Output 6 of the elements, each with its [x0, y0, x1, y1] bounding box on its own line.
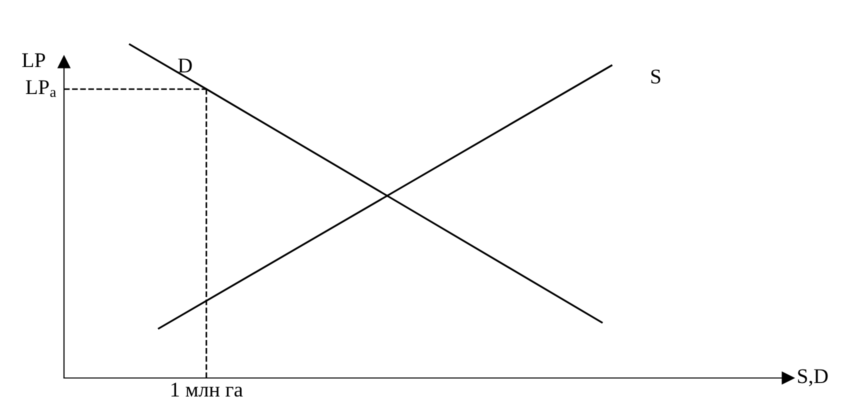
series-label: S — [651, 70, 660, 84]
y-axis-title: LP — [22, 53, 46, 68]
text: S,D — [798, 369, 828, 386]
series-label: D — [178, 58, 192, 72]
ref-line-label: LP$_{a}$ — [26, 80, 56, 98]
text: 1 млн га — [172, 382, 243, 397]
